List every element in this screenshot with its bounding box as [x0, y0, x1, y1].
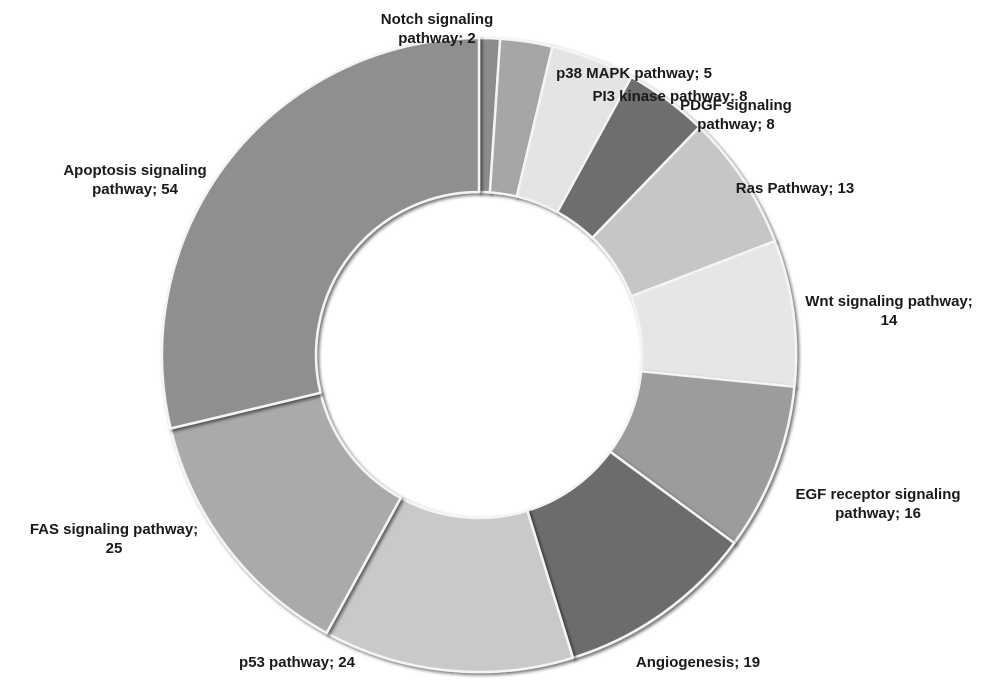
- label-line: Wnt signaling pathway;: [805, 293, 973, 310]
- label-line: Angiogenesis; 19: [636, 654, 760, 671]
- slice-fas-signaling-pathway: [169, 391, 402, 635]
- label-fas-signaling-pathway: FAS signaling pathway; 25: [30, 521, 198, 557]
- label-egf-receptor-signaling-pathway: EGF receptor signaling pathway; 16: [795, 486, 960, 522]
- label-p53-pathway: p53 pathway; 24: [239, 654, 356, 671]
- label-line: FAS signaling pathway;: [30, 521, 198, 538]
- label-apoptosis-signaling-pathway: Apoptosis signaling pathway; 54: [63, 162, 206, 198]
- label-notch-signaling-pathway: Notch signaling pathway; 2: [381, 11, 494, 47]
- label-line: Notch signaling: [381, 11, 494, 28]
- label-line: pathway; 54: [92, 181, 179, 198]
- label-line: 25: [106, 540, 123, 557]
- label-pi3-kinase-pathway: PI3 kinase pathway; 8: [592, 88, 747, 105]
- label-line: PDGF signaling: [680, 97, 792, 114]
- label-line: 14: [881, 312, 898, 329]
- label-line: pathway; 2: [398, 30, 476, 47]
- slice-p53-pathway: [325, 496, 575, 674]
- label-line: p53 pathway; 24: [239, 654, 356, 671]
- label-p38-mapk-pathway: p38 MAPK pathway; 5: [556, 65, 712, 82]
- label-line: p38 MAPK pathway; 5: [556, 65, 712, 82]
- label-angiogenesis: Angiogenesis; 19: [636, 654, 760, 671]
- label-line: pathway; 16: [835, 505, 921, 522]
- label-wnt-signaling-pathway: Wnt signaling pathway; 14: [805, 293, 973, 329]
- label-pdgf-signaling-pathway: PDGF signaling pathway; 8: [680, 97, 792, 133]
- label-line: EGF receptor signaling: [795, 486, 960, 503]
- label-line: PI3 kinase pathway; 8: [592, 88, 747, 105]
- slices-group: [160, 36, 798, 674]
- label-ras-pathway: Ras Pathway; 13: [736, 180, 854, 197]
- labels-group: Notch signaling pathway; 2 p38 MAPK pathwa…: [30, 11, 973, 671]
- label-line: Ras Pathway; 13: [736, 180, 854, 197]
- label-line: Apoptosis signaling: [63, 162, 206, 179]
- label-line: pathway; 8: [697, 116, 775, 133]
- slice-apoptosis-signaling-pathway: [160, 36, 481, 430]
